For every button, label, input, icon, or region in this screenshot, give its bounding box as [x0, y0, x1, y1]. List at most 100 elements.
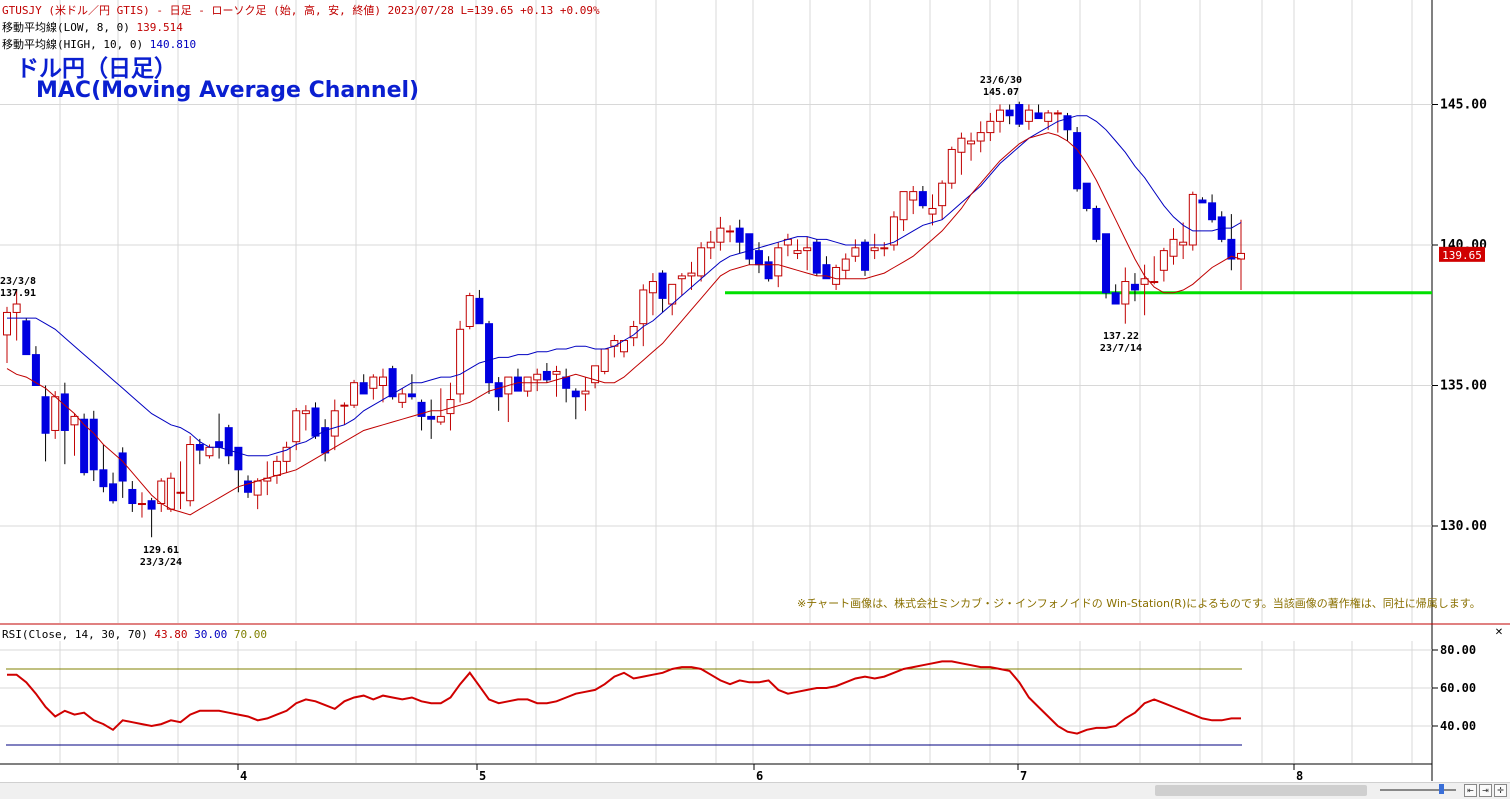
- candle-body-up: [1179, 241, 1188, 246]
- candle: [60, 382, 69, 465]
- rsi-line: [7, 660, 1241, 735]
- fit-right-button[interactable]: ⇥: [1479, 784, 1492, 797]
- candle-body-up: [938, 182, 947, 207]
- candle: [147, 497, 156, 538]
- candle: [321, 419, 330, 462]
- candle: [533, 368, 542, 392]
- candle-body-up: [350, 382, 359, 406]
- candle-body-down: [1227, 238, 1236, 260]
- candle: [205, 444, 214, 459]
- rsi-legend: RSI(Close, 14, 30, 70) 43.80 30.00 70.00: [2, 628, 267, 641]
- candle: [456, 320, 465, 403]
- candle: [1198, 197, 1207, 204]
- candle: [427, 399, 436, 439]
- candle: [822, 256, 831, 280]
- candle: [812, 239, 821, 276]
- candle-body-down: [513, 376, 522, 392]
- candle-body-down: [1208, 202, 1217, 221]
- candle: [292, 407, 301, 451]
- candle-body-up: [591, 365, 600, 384]
- candle: [41, 385, 50, 462]
- candle: [986, 112, 995, 142]
- candle: [938, 180, 947, 220]
- candle: [562, 368, 571, 403]
- ma-low-value: 139.514: [136, 21, 183, 34]
- candle-body-down: [60, 393, 69, 431]
- candle: [1111, 284, 1120, 305]
- candle-body-up: [272, 460, 281, 476]
- crosshair-button[interactable]: ✛: [1494, 784, 1507, 797]
- ma-high-label: 移動平均線(HIGH, 10, 0): [2, 38, 144, 51]
- candle: [282, 441, 291, 473]
- candle-body-up: [648, 281, 657, 294]
- candle-body-down: [812, 241, 821, 274]
- candle: [109, 472, 118, 504]
- candle-body-up: [928, 207, 937, 215]
- ma-high-line: [7, 115, 1242, 457]
- candle: [1063, 112, 1072, 142]
- candle: [803, 236, 812, 271]
- last-price-value: 139.65: [1442, 249, 1482, 262]
- candle-body-up: [677, 275, 686, 280]
- candle-body-up: [706, 241, 715, 249]
- candle: [957, 132, 966, 175]
- candle-body-up: [253, 480, 262, 496]
- candle-body-down: [475, 297, 484, 325]
- candle: [494, 377, 503, 411]
- candle: [648, 273, 657, 316]
- candle: [552, 365, 561, 397]
- candle-body-up: [995, 109, 1004, 122]
- candle-body-down: [244, 480, 253, 493]
- candle: [244, 475, 253, 498]
- candle-body-up: [947, 148, 956, 184]
- candle-body-down: [128, 488, 137, 505]
- candle-body-up: [967, 140, 976, 145]
- candle: [1092, 205, 1101, 243]
- candle-body-up: [1159, 250, 1168, 271]
- symbol-header: GTUSJY (米ドル／円 GTIS) - 日足 - ローソク足 (始, 高, …: [2, 4, 600, 17]
- candle-body-down: [1102, 233, 1111, 294]
- candle-body-down: [31, 354, 40, 386]
- candle: [668, 283, 677, 316]
- candle-body-down: [1073, 132, 1082, 190]
- candle-body-up: [436, 415, 445, 423]
- zoom-slider-knob[interactable]: [1439, 784, 1444, 794]
- candle: [99, 444, 108, 493]
- candle: [436, 388, 445, 425]
- candle: [918, 185, 927, 209]
- zoom-slider[interactable]: [1380, 789, 1456, 791]
- close-icon[interactable]: ✕: [1494, 627, 1504, 638]
- candle: [378, 368, 387, 403]
- candle: [947, 146, 956, 189]
- rsi-high: 70.00: [233, 628, 267, 641]
- candle: [311, 402, 320, 439]
- scrollbar-thumb[interactable]: [1155, 785, 1367, 796]
- time-axis-label: 5: [479, 769, 486, 783]
- candle: [137, 492, 146, 518]
- candle-body-down: [1005, 109, 1014, 117]
- candle: [967, 132, 976, 161]
- chart-title-line2: MAC(Moving Average Channel): [36, 78, 420, 103]
- candle-body-up: [446, 399, 455, 415]
- candle-body-down: [147, 500, 156, 510]
- annotation-value: 145.07: [983, 87, 1019, 98]
- candle-body-up: [456, 328, 465, 395]
- candle-body-up: [976, 132, 985, 142]
- candle-body-up: [1140, 278, 1149, 285]
- candle: [388, 365, 397, 400]
- candle-body-up: [523, 376, 532, 392]
- candle: [340, 402, 349, 425]
- fit-left-button[interactable]: ⇤: [1464, 784, 1477, 797]
- candle: [889, 211, 898, 251]
- candle-body-up: [1024, 109, 1033, 122]
- horizontal-scrollbar[interactable]: [0, 782, 1510, 799]
- candle: [224, 424, 233, 465]
- candle-body-up: [986, 120, 995, 134]
- candle: [783, 233, 792, 257]
- price-axis-label: 145.00: [1440, 98, 1487, 113]
- candle: [12, 289, 21, 341]
- candle-body-up: [70, 415, 79, 426]
- candle-body-up: [600, 348, 609, 372]
- candle-body-down: [1015, 104, 1024, 125]
- candle: [832, 264, 841, 290]
